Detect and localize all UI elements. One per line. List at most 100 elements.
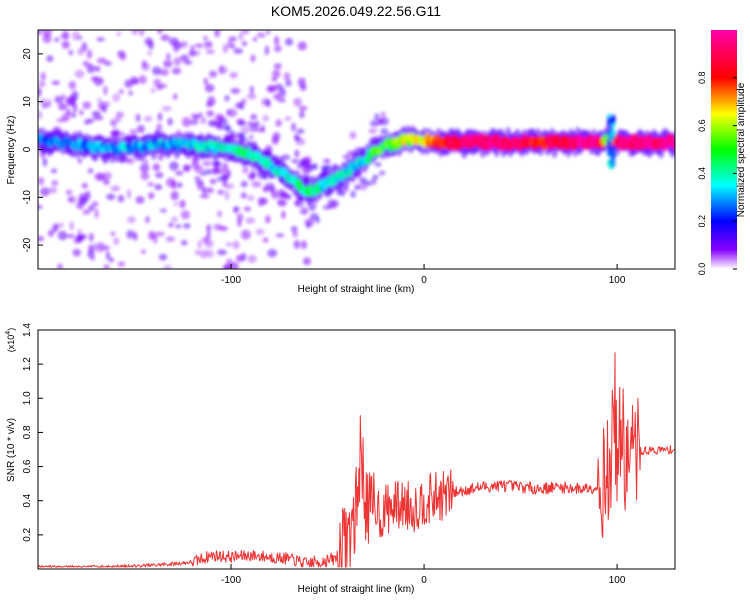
spectrogram-noise-blob	[51, 180, 59, 187]
spectrogram-noise-blob	[135, 195, 145, 204]
spectrogram-noise-blob	[200, 116, 207, 125]
spectrogram-x-tick-label: 100	[609, 275, 626, 286]
spectrogram-noise-blob	[342, 154, 351, 160]
spectrogram-noise-blob	[153, 78, 162, 88]
spectrogram-noise-blob	[241, 40, 248, 47]
spectrogram-noise-blob	[210, 119, 217, 126]
spectrogram-x-ticks: -100 0 100	[221, 264, 626, 286]
spectrogram-noise-blob	[297, 41, 307, 51]
spectrogram-noise-blob	[139, 163, 150, 173]
spectrogram-noise-blob	[284, 116, 292, 121]
spectrogram-noise-blob	[116, 31, 122, 36]
spectrogram-noise-blob	[194, 43, 204, 48]
spectrogram-noise-blob	[61, 40, 70, 49]
spectrogram-noise-blob	[138, 30, 145, 37]
spectrogram-noise-blob	[38, 87, 42, 98]
spectrogram-noise-blob	[304, 218, 315, 227]
snr-y-multiplier: (x104)	[5, 328, 16, 352]
spectrogram-noise-blob	[220, 175, 229, 180]
spectrogram-noise-blob	[265, 215, 271, 224]
spectrogram-noise-blob	[182, 166, 191, 172]
spectrogram-noise-blob	[199, 194, 210, 199]
spectrogram-noise-blob	[171, 67, 182, 75]
spectrogram-noise-blob	[90, 254, 96, 261]
spectrogram-noise-blob	[97, 57, 107, 64]
spectrogram-noise-blob	[273, 94, 282, 101]
spectrogram-noise-blob	[285, 37, 294, 46]
spectrogram-noise-blob	[205, 49, 215, 55]
spectrogram-y-ticks: -20 -10 0 10 20	[22, 48, 43, 252]
spectrogram-noise-blob	[165, 236, 175, 242]
spectrogram-noise-blob	[175, 170, 184, 176]
spectrogram-noise-blob	[240, 125, 251, 134]
spectrogram-noise-blob	[380, 111, 386, 118]
spectrogram-noise-blob	[54, 37, 60, 43]
spectrogram-noise-blob	[88, 244, 95, 254]
spectrogram-burst-blob	[610, 116, 616, 125]
spectrogram-noise-blob	[235, 102, 243, 109]
spectrogram-noise-blob	[183, 223, 191, 229]
spectrogram-noise-blob	[232, 240, 240, 250]
spectrogram-noise-blob	[91, 201, 96, 209]
spectrogram-noise-blob	[168, 222, 174, 228]
spectrogram-noise-blob	[274, 35, 280, 46]
spectrogram-y-tick-label: 10	[22, 96, 33, 108]
colorbar-ticks: 0.0 0.2 0.4 0.6 0.8	[697, 72, 737, 275]
colorbar: 0.0 0.2 0.4 0.6 0.8 Normalized spectral ampl…	[697, 30, 747, 275]
spectrogram-noise-blob	[119, 52, 127, 61]
spectrogram-noise-blob	[240, 252, 247, 262]
spectrogram-noise-blob	[82, 101, 92, 110]
spectrogram-noise-blob	[275, 233, 285, 238]
spectrogram-noise-blob	[46, 55, 54, 63]
spectrogram-noise-blob	[275, 119, 282, 127]
spectrogram-noise-blob	[38, 110, 43, 119]
spectrogram-noise-blob	[247, 254, 257, 264]
spectrogram-noise-blob	[145, 216, 150, 224]
spectrogram-noise-blob	[293, 133, 299, 142]
spectrogram-noise-blob	[38, 236, 45, 242]
spectrogram-x-tick-label: -100	[221, 275, 241, 286]
spectrogram-noise-blob	[59, 222, 64, 228]
snr-y-tick-label: 1.2	[22, 357, 33, 371]
spectrogram-noise-blob	[47, 229, 55, 237]
spectrogram-noise-blob	[236, 213, 244, 223]
spectrogram-noise-blob	[170, 190, 179, 201]
spectrogram-ridge-blob	[364, 155, 372, 164]
snr-y-ticks: 0.2 0.4 0.6 0.8 1.0 1.2 1.4	[22, 323, 43, 542]
spectrogram-noise-blob	[205, 40, 213, 49]
spectrogram-noise-blob	[91, 110, 101, 117]
spectrogram-noise-blob	[127, 216, 136, 224]
spectrogram-noise-blob	[159, 68, 169, 76]
spectrogram-burst-blob	[610, 129, 616, 138]
spectrogram-noise-blob	[173, 201, 179, 206]
spectrogram-noise-blob	[81, 42, 88, 52]
spectrogram-noise-blob	[38, 204, 43, 210]
spectrogram-noise-blob	[197, 240, 202, 249]
spectrogram-noise-blob	[66, 234, 75, 239]
spectrogram-noise-blob	[162, 264, 173, 269]
spectrogram-noise-blob	[217, 176, 222, 182]
spectrogram-noise-blob	[299, 159, 309, 167]
spectrogram-noise-blob	[224, 190, 230, 201]
spectrogram-noise-blob	[88, 232, 94, 242]
spectrogram-noise-blob	[175, 224, 182, 229]
spectrogram-noise-blob	[291, 159, 300, 164]
snr-y-tick-label: 0.2	[22, 527, 33, 541]
spectrogram-noise-blob	[222, 162, 229, 172]
spectrogram-noise-blob	[87, 167, 94, 174]
spectrogram-noise-blob	[38, 177, 45, 186]
spectrogram-noise-blob	[155, 172, 164, 179]
spectrogram-noise-blob	[82, 209, 91, 215]
spectrogram-noise-blob	[140, 172, 150, 181]
spectrogram-noise-blob	[241, 98, 247, 105]
spectrogram-noise-blob	[156, 123, 163, 132]
spectrogram-noise-blob	[252, 37, 258, 42]
spectrogram-noise-blob	[126, 188, 132, 199]
spectrogram-noise-blob	[152, 163, 161, 172]
spectrogram-noise-blob	[171, 180, 177, 190]
spectrogram-noise-blob	[380, 128, 389, 135]
spectrogram-noise-blob	[224, 95, 230, 102]
spectrogram-noise-blob	[86, 49, 93, 60]
spectrogram-noise-blob	[274, 83, 283, 91]
spectrogram-noise-blob	[67, 195, 77, 204]
